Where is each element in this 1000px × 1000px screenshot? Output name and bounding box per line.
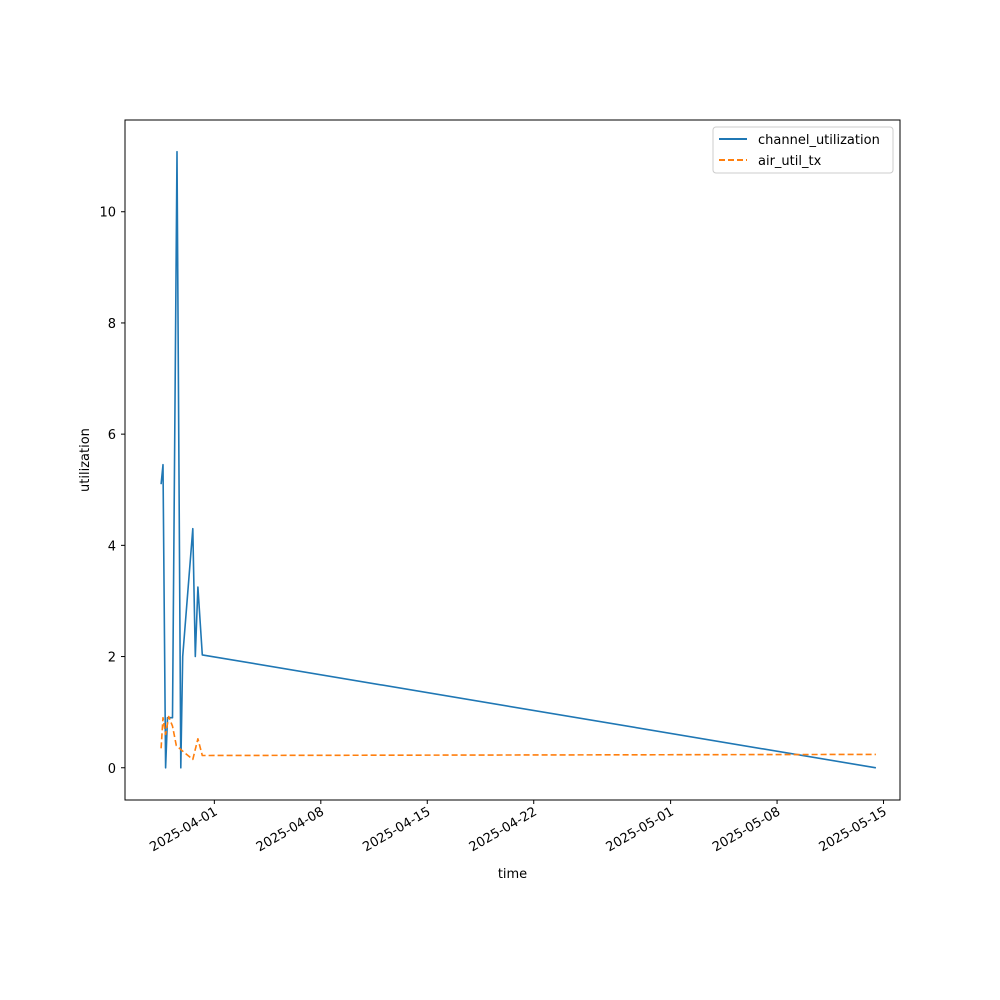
y-tick-label: 6	[108, 428, 116, 443]
legend-label-channel-utilization: channel_utilization	[758, 133, 880, 148]
x-tick-label: 2025-05-08	[710, 804, 783, 855]
legend-box	[712, 126, 894, 174]
series-layer	[160, 150, 877, 769]
plot-area-background	[125, 120, 900, 800]
x-axis: 2025-04-01 2025-04-08 2025-04-15 2025-04-22…	[147, 800, 890, 855]
y-tick-label: 8	[108, 317, 116, 332]
x-tick-label: 2025-04-15	[360, 804, 433, 855]
y-tick-label: 4	[108, 539, 116, 554]
x-axis-label: time	[498, 867, 527, 882]
legend: channel_utilization air_util_tx	[712, 126, 894, 174]
x-tick-label: 2025-04-22	[467, 804, 540, 855]
x-tick-label: 2025-05-01	[604, 804, 677, 855]
y-tick-label: 2	[108, 651, 116, 666]
x-tick-label: 2025-05-15	[817, 804, 890, 855]
y-tick-label: 10	[99, 206, 116, 221]
series-line-channel-utilization	[160, 150, 877, 769]
x-tick-label: 2025-04-01	[147, 804, 220, 855]
y-tick-label: 0	[108, 762, 116, 777]
y-axis: 0 2 4 6 8 10	[99, 206, 125, 777]
series-line-air-util-tx	[160, 715, 876, 761]
plot-frame	[124, 119, 901, 801]
legend-label-air-util-tx: air_util_tx	[758, 154, 822, 169]
y-axis-label: utilization	[78, 428, 93, 492]
x-tick-label: 2025-04-08	[254, 804, 327, 855]
